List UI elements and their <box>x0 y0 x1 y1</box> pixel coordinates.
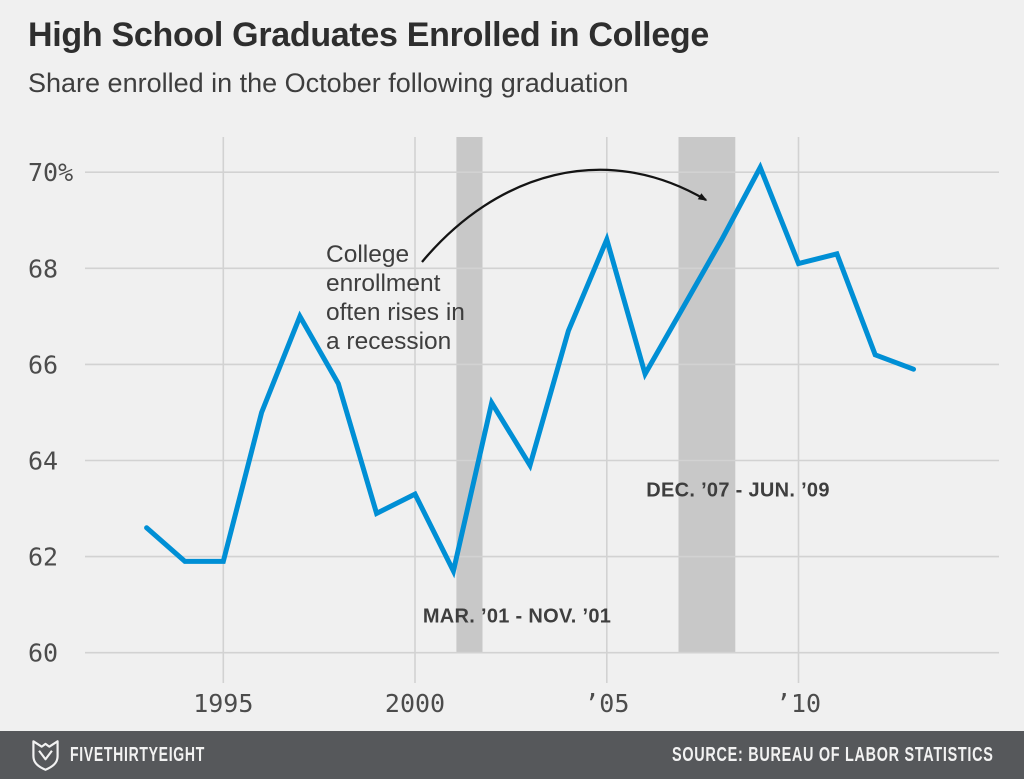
annotation-line: College <box>326 241 410 268</box>
recession-band-label-2001: MAR. ’01 - NOV. ’01 <box>422 605 612 628</box>
recession-band <box>456 137 483 653</box>
y-tick-label: 62 <box>28 543 58 572</box>
annotation-arrow <box>421 168 708 263</box>
fivethirtyeight-fox-logo-icon <box>32 740 59 771</box>
x-tick-label: 1995 <box>193 689 253 718</box>
y-tick-label: 70% <box>28 158 73 187</box>
footer-bar: FIVETHIRTYEIGHT SOURCE: BUREAU OF LABOR … <box>0 731 1024 779</box>
fivethirtyeight-wordmark: FIVETHIRTYEIGHT <box>70 743 205 766</box>
page-title: High School Graduates Enrolled in Colleg… <box>28 16 710 54</box>
annotation-line: a recession <box>326 328 452 355</box>
recession-band-label-2008: DEC. ’07 - JUN. ’09 <box>646 479 830 502</box>
annotation-text: College enrollment often rises in a rece… <box>326 240 465 356</box>
page-subtitle: Share enrolled in the October following … <box>28 68 629 98</box>
y-tick-label: 60 <box>28 639 58 668</box>
enrollment-line-chart: 70% 68 66 64 62 60 1995 2000 ’05 ’10 <box>28 137 999 718</box>
recession-band <box>678 137 736 653</box>
x-tick-label: ’10 <box>776 689 821 718</box>
y-tick-label: 68 <box>28 254 58 283</box>
enrollment-line <box>144 161 916 579</box>
annotation-line: often rises in <box>326 299 465 326</box>
annotation-line: enrollment <box>326 270 441 297</box>
x-tick-label: 2000 <box>385 689 445 718</box>
x-tick-label: ’05 <box>584 689 629 718</box>
y-tick-label: 64 <box>28 447 58 476</box>
y-tick-label: 66 <box>28 350 58 379</box>
source-credit: SOURCE: BUREAU OF LABOR STATISTICS <box>672 743 994 766</box>
